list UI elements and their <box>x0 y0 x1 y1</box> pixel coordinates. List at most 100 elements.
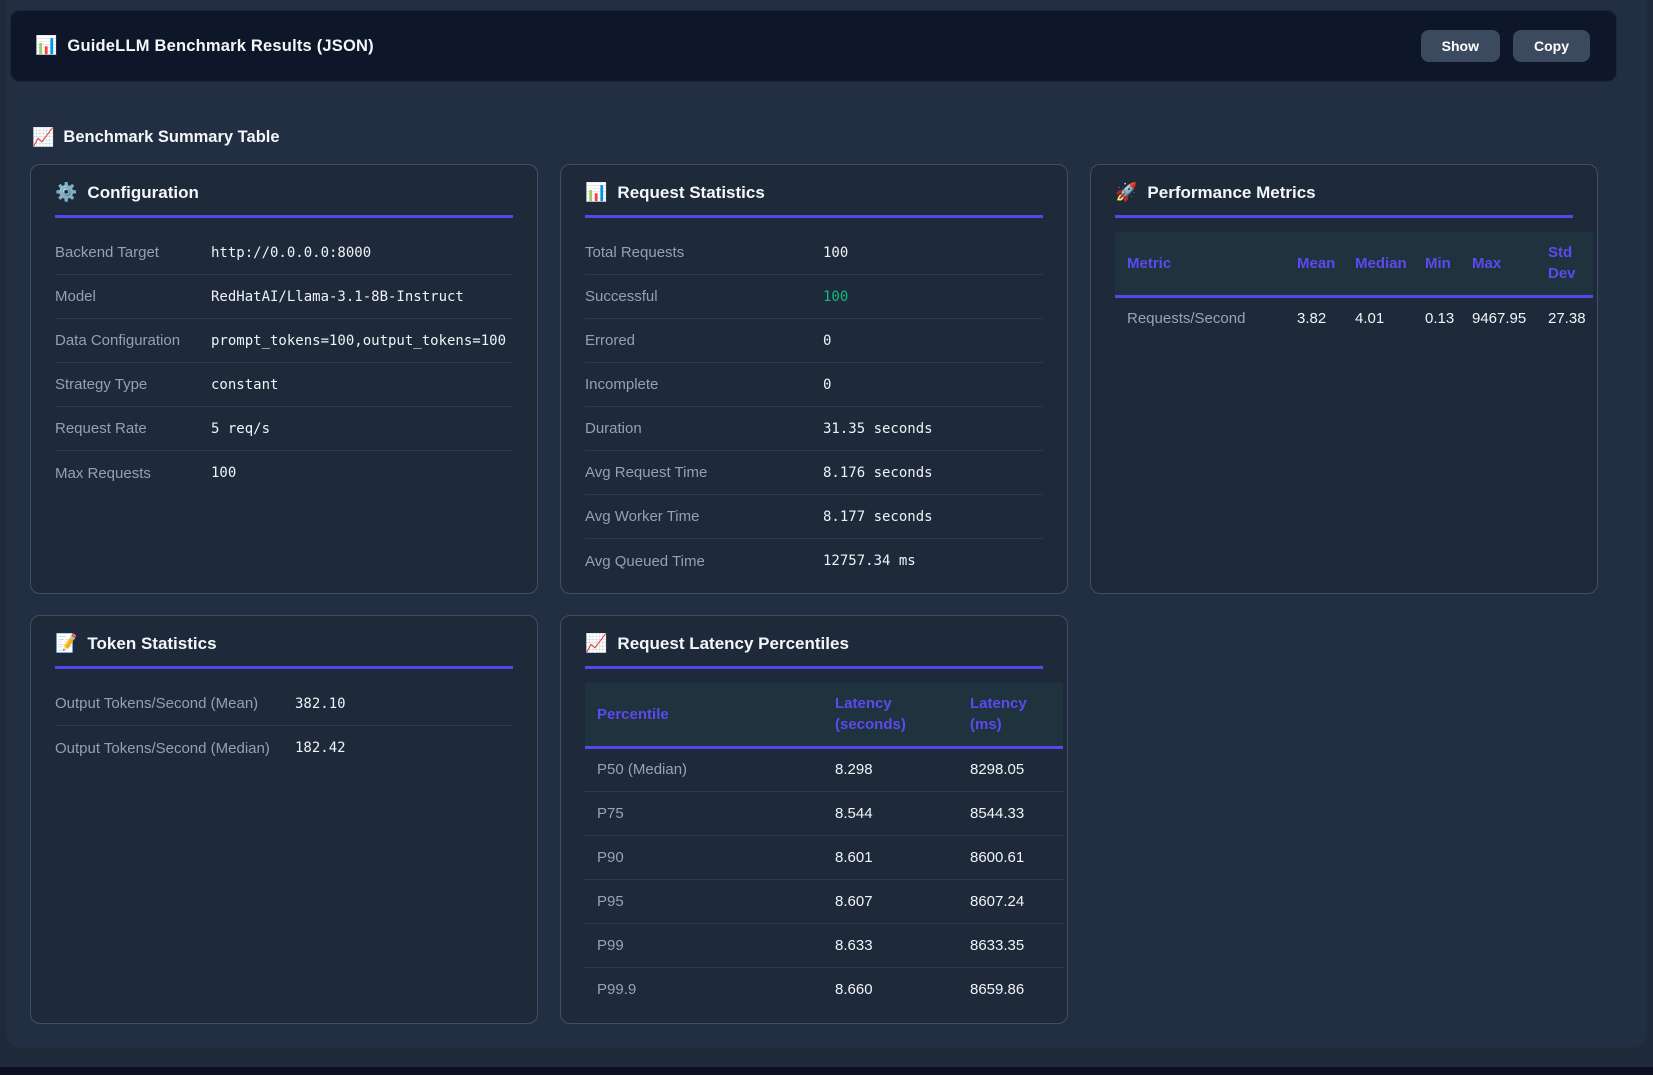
show-button[interactable]: Show <box>1420 30 1500 62</box>
stat-value: 0 <box>823 332 832 349</box>
config-label: Model <box>55 288 96 305</box>
main-content: 📈 Benchmark Summary Table ⚙️ Configurati… <box>30 128 1623 1024</box>
configuration-rows: Backend Target http://0.0.0.0:8000 Model… <box>55 231 513 495</box>
latency-seconds: 8.298 <box>823 747 958 792</box>
latency-ms: 8298.05 <box>958 747 1063 792</box>
table-row: P99.9 8.660 8659.86 <box>585 967 1063 1011</box>
token-value: 182.42 <box>295 740 346 756</box>
card-title-text: Configuration <box>87 183 199 202</box>
config-row: Strategy Type constant <box>55 363 513 407</box>
stat-value: 31.35 seconds <box>823 420 933 437</box>
chart-increasing-icon: 📈 <box>32 126 55 148</box>
token-statistics-card: 📝 Token Statistics Output Tokens/Second … <box>30 615 538 1024</box>
rocket-icon: 🚀 <box>1115 182 1138 203</box>
config-value: 100 <box>211 465 237 481</box>
stat-label: Errored <box>585 332 636 349</box>
column-header: Min <box>1425 254 1451 272</box>
metric-mean: 3.82 <box>1297 310 1327 328</box>
token-statistics-rows: Output Tokens/Second (Mean) 382.10 Outpu… <box>55 682 513 770</box>
request-statistics-card-title: 📊 Request Statistics <box>585 183 1043 218</box>
config-value: prompt_tokens=100,output_tokens=100 <box>211 332 507 349</box>
metric-name: Requests/Second <box>1127 310 1246 328</box>
config-row: Model RedHatAI/Llama-3.1-8B-Instruct <box>55 275 513 319</box>
token-row: Output Tokens/Second (Median) 182.42 <box>55 726 513 770</box>
stat-label: Successful <box>585 288 658 305</box>
table-row: P99 8.633 8633.35 <box>585 923 1063 968</box>
column-header: Std Dev <box>1548 244 1576 283</box>
performance-metrics-card: 🚀 Performance Metrics Metric Mean Median… <box>1090 164 1598 594</box>
stat-label: Incomplete <box>585 376 659 393</box>
percentile-name: P90 <box>585 835 823 880</box>
token-row: Output Tokens/Second (Mean) 382.10 <box>55 682 513 726</box>
metric-max: 9467.95 <box>1472 310 1527 328</box>
stat-row: Incomplete 0 <box>585 363 1043 407</box>
copy-button[interactable]: Copy <box>1513 30 1590 62</box>
percentile-name: P99 <box>585 923 823 968</box>
latency-ms: 8600.61 <box>958 835 1063 880</box>
stat-value-success: 100 <box>823 288 849 305</box>
latency-seconds: 8.660 <box>835 980 873 998</box>
percentile-name: P99.9 <box>597 980 637 998</box>
stat-row: Avg Request Time 8.176 seconds <box>585 451 1043 495</box>
stat-label: Avg Worker Time <box>585 508 700 525</box>
table-header-row: Percentile Latency (seconds) Latency (ms… <box>585 683 1063 747</box>
table-row: P75 8.544 8544.33 <box>585 791 1063 836</box>
table-row: P95 8.607 8607.24 <box>585 879 1063 924</box>
token-statistics-card-title: 📝 Token Statistics <box>55 634 513 669</box>
card-title-text: Request Latency Percentiles <box>617 634 849 653</box>
memo-icon: 📝 <box>55 633 78 654</box>
column-header: Metric <box>1127 254 1172 272</box>
config-row: Request Rate 5 req/s <box>55 407 513 451</box>
bottom-edge-strip <box>0 1067 1653 1075</box>
latency-percentiles-table: Percentile Latency (seconds) Latency (ms… <box>585 683 1063 1011</box>
config-value: 5 req/s <box>211 420 271 437</box>
stat-row: Duration 31.35 seconds <box>585 407 1043 451</box>
config-value: http://0.0.0.0:8000 <box>211 244 372 261</box>
latency-seconds: 8.607 <box>823 879 958 924</box>
stat-label: Avg Request Time <box>585 464 708 481</box>
config-row: Backend Target http://0.0.0.0:8000 <box>55 231 513 275</box>
column-header: Mean <box>1297 254 1336 272</box>
table-row: P90 8.601 8600.61 <box>585 835 1063 880</box>
latency-ms: 8633.35 <box>958 923 1063 968</box>
config-row: Max Requests 100 <box>55 451 513 495</box>
results-header: 📊 GuideLLM Benchmark Results (JSON) Show… <box>10 10 1617 82</box>
bar-chart-icon: 📊 <box>585 182 608 203</box>
token-label: Output Tokens/Second (Mean) <box>55 695 259 712</box>
percentile-name: P95 <box>585 879 823 924</box>
token-label: Output Tokens/Second (Median) <box>55 739 270 757</box>
stat-label: Duration <box>585 420 642 437</box>
latency-ms: 8544.33 <box>958 791 1063 836</box>
cards-grid: ⚙️ Configuration Backend Target http://0… <box>30 164 1623 1024</box>
latency-percentiles-card-title: 📈 Request Latency Percentiles <box>585 634 1043 669</box>
header-actions: Show Copy <box>1420 30 1590 62</box>
page-title: GuideLLM Benchmark Results (JSON) <box>67 36 374 55</box>
token-value: 382.10 <box>295 695 346 712</box>
stat-row: Errored 0 <box>585 319 1043 363</box>
table-row: P50 (Median) 8.298 8298.05 <box>585 747 1063 792</box>
column-header: Latency (seconds) <box>835 695 906 734</box>
stat-row: Avg Queued Time 12757.34 ms <box>585 539 1043 583</box>
latency-seconds: 8.633 <box>823 923 958 968</box>
metric-median: 4.01 <box>1355 310 1385 328</box>
stat-label: Avg Queued Time <box>585 552 705 570</box>
table-row: Requests/Second 3.82 4.01 0.13 9467.95 2… <box>1115 296 1593 340</box>
request-statistics-card: 📊 Request Statistics Total Requests 100 … <box>560 164 1068 594</box>
latency-ms: 8607.24 <box>958 879 1063 924</box>
percentile-name: P50 (Median) <box>585 747 823 792</box>
configuration-card-title: ⚙️ Configuration <box>55 183 513 218</box>
stat-row: Avg Worker Time 8.177 seconds <box>585 495 1043 539</box>
metric-min: 0.13 <box>1425 310 1455 328</box>
stat-value: 100 <box>823 244 849 261</box>
config-row: Data Configuration prompt_tokens=100,out… <box>55 319 513 363</box>
latency-ms: 8659.86 <box>970 980 1025 998</box>
stat-value: 0 <box>823 376 832 393</box>
card-title-text: Token Statistics <box>87 634 217 653</box>
column-header: Median <box>1355 254 1407 272</box>
bar-chart-icon: 📊 <box>35 35 58 56</box>
latency-seconds: 8.544 <box>823 791 958 836</box>
config-label: Request Rate <box>55 420 147 437</box>
request-statistics-rows: Total Requests 100 Successful 100 Errore… <box>585 231 1043 583</box>
column-header: Latency (ms) <box>970 695 1027 734</box>
config-label: Max Requests <box>55 464 151 482</box>
